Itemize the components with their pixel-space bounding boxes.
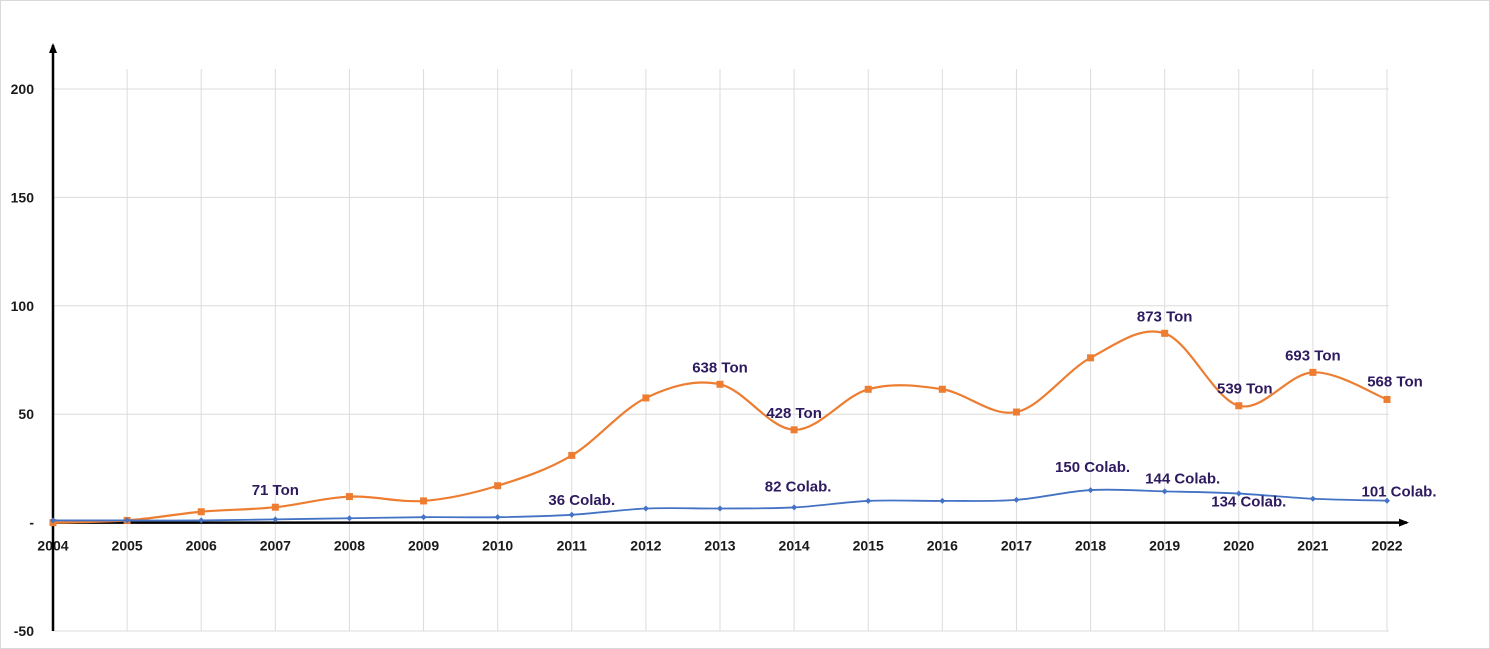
x-tick-label: 2016 [927, 538, 958, 554]
data-point [494, 514, 501, 521]
y-tick-label: -50 [14, 623, 34, 639]
y-tick-label: 150 [11, 189, 35, 205]
x-tick-label: 2014 [779, 538, 810, 554]
data-point [865, 497, 872, 504]
data-point [790, 426, 798, 434]
data-point [568, 511, 575, 518]
data-label: 568 Ton [1367, 373, 1423, 390]
data-point [271, 503, 279, 511]
data-point [716, 380, 724, 388]
data-point [494, 482, 502, 490]
data-point [791, 504, 798, 511]
data-point [1087, 487, 1094, 494]
data-point [864, 385, 872, 393]
data-point [1384, 497, 1390, 504]
data-label: 638 Ton [692, 359, 748, 376]
data-point [345, 493, 353, 501]
y-tick-label: 50 [18, 406, 34, 422]
y-tick-label: 200 [11, 81, 35, 97]
x-tick-label: 2022 [1371, 538, 1402, 554]
x-tick-label: 2017 [1001, 538, 1032, 554]
data-point [1161, 329, 1169, 337]
data-label: 134 Colab. [1211, 494, 1286, 511]
data-point [939, 497, 946, 504]
data-label: 82 Colab. [765, 478, 832, 495]
data-point [642, 394, 650, 402]
data-point [1235, 490, 1242, 497]
x-tick-label: 2019 [1149, 538, 1180, 554]
data-point [938, 385, 946, 393]
x-tick-label: 2010 [482, 538, 513, 554]
data-point [1309, 495, 1316, 502]
data-label: 36 Colab. [548, 492, 615, 509]
y-tick-label: - [29, 515, 34, 531]
x-tick-label: 2012 [630, 538, 661, 554]
data-labels: 71 Ton 638 Ton 428 Ton 873 Ton 539 Ton 693 To… [252, 308, 1437, 510]
data-point [1012, 408, 1020, 416]
data-point [124, 517, 131, 524]
data-label: 144 Colab. [1145, 470, 1220, 487]
x-tick-label: 2008 [334, 538, 365, 554]
x-tick-label: 2011 [557, 538, 588, 554]
data-point [568, 451, 576, 459]
x-tick-label: 2006 [186, 538, 217, 554]
data-point [50, 517, 56, 524]
data-label: 71 Ton [252, 482, 299, 499]
x-tick-label: 2007 [260, 538, 291, 554]
x-tick-label: 2021 [1297, 538, 1328, 554]
data-point [197, 508, 205, 516]
data-point [420, 514, 427, 521]
axes: -50-501001502002004200520062007200820092… [11, 43, 1409, 639]
data-label: 693 Ton [1285, 347, 1341, 364]
x-tick-label: 2015 [853, 538, 884, 554]
data-label: 428 Ton [766, 405, 822, 422]
data-point [1383, 395, 1391, 403]
gridlines [53, 69, 1389, 632]
data-point [1309, 368, 1317, 376]
data-point [346, 515, 353, 522]
data-label: 539 Ton [1217, 381, 1273, 398]
data-point [1087, 354, 1095, 362]
data-label: 873 Ton [1137, 308, 1193, 325]
x-tick-label: 2013 [704, 538, 735, 554]
data-point [272, 516, 279, 523]
x-tick-label: 2005 [112, 538, 143, 554]
series-line-0 [52, 330, 1388, 524]
data-point [717, 505, 723, 512]
series-layer [49, 329, 1391, 527]
data-point [420, 497, 428, 505]
data-label: 101 Colab. [1361, 484, 1436, 501]
data-point [198, 517, 205, 524]
y-tick-label: 100 [11, 298, 35, 314]
x-tick-label: 2020 [1223, 538, 1254, 554]
x-tick-label: 2018 [1075, 538, 1106, 554]
data-point [642, 505, 649, 512]
data-label: 150 Colab. [1055, 459, 1130, 476]
data-point [1013, 496, 1020, 503]
data-point [1161, 488, 1168, 495]
x-tick-label: 2009 [408, 538, 439, 554]
data-point [1235, 402, 1243, 410]
